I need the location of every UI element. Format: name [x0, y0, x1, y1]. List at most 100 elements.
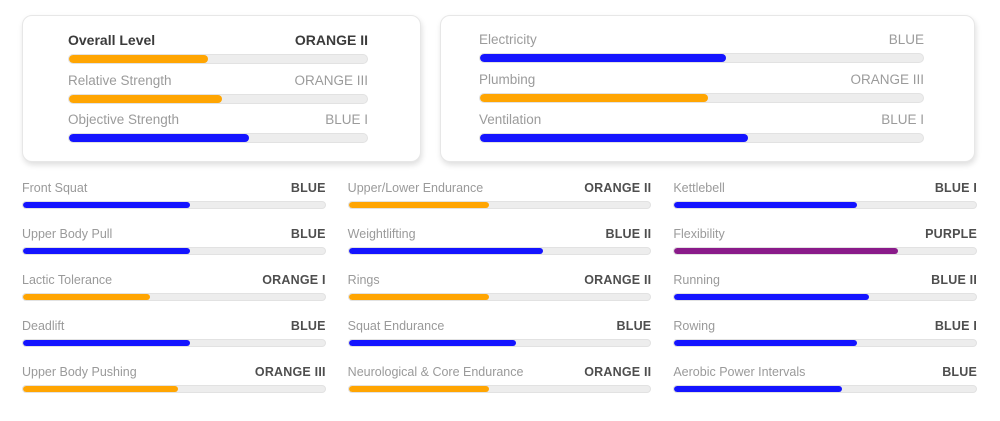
meter-label: Objective Strength — [68, 112, 180, 127]
progress-track — [22, 293, 326, 301]
weightlifting-meter: Weightlifting BLUE II — [347, 227, 652, 255]
progress-fill — [348, 294, 489, 300]
progress-fill — [69, 134, 250, 142]
skill-label: Squat Endurance — [347, 319, 445, 333]
progress-track — [347, 293, 652, 301]
rings-meter: Rings ORANGE II — [347, 273, 652, 301]
progress-fill — [69, 55, 208, 63]
overall-level-meter: Overall Level ORANGE II — [68, 32, 368, 64]
skill-label: Deadlift — [22, 319, 65, 333]
progress-track — [22, 339, 326, 347]
progress-track — [347, 247, 652, 255]
progress-fill — [23, 386, 179, 392]
progress-track — [347, 201, 652, 209]
skills-grid: Front Squat BLUE Upper Body Pull BLUE La… — [0, 162, 1000, 393]
skills-column-2: Upper/Lower Endurance ORANGE II Weightli… — [347, 181, 652, 393]
skill-level-value: BLUE — [290, 319, 326, 333]
progress-fill — [674, 294, 869, 300]
progress-track — [673, 293, 978, 301]
flexibility-meter: Flexibility PURPLE — [673, 227, 978, 255]
summary-cards-row: Overall Level ORANGE II Relative Strengt… — [0, 0, 1000, 162]
skill-level-value: ORANGE II — [584, 365, 652, 379]
progress-track — [673, 385, 978, 393]
progress-fill — [674, 248, 898, 254]
skill-level-value: ORANGE II — [584, 273, 652, 287]
progress-fill — [348, 386, 489, 392]
skills-column-1: Front Squat BLUE Upper Body Pull BLUE La… — [22, 181, 326, 393]
meter-label: Relative Strength — [68, 72, 172, 88]
progress-track — [68, 133, 368, 143]
strength-summary-card: Overall Level ORANGE II Relative Strengt… — [22, 15, 421, 162]
skill-label: Kettlebell — [673, 181, 725, 195]
ventilation-meter: Ventilation BLUE I — [479, 112, 924, 143]
progress-track — [673, 339, 978, 347]
meter-level-value: ORANGE II — [294, 32, 368, 48]
skill-label: Weightlifting — [347, 227, 416, 241]
progress-track — [673, 201, 978, 209]
progress-fill — [23, 202, 191, 208]
skill-level-value: ORANGE I — [262, 273, 326, 287]
progress-fill — [348, 248, 544, 254]
progress-track — [68, 93, 368, 104]
skill-label: Flexibility — [673, 227, 725, 241]
meter-label: Electricity — [479, 32, 537, 47]
progress-track — [22, 201, 326, 209]
skill-level-value: BLUE II — [605, 227, 652, 241]
trades-summary-card: Electricity BLUE Plumbing ORANGE III Ven… — [440, 15, 975, 162]
meter-label: Plumbing — [479, 72, 536, 87]
upper-body-pull-meter: Upper Body Pull BLUE — [22, 227, 326, 255]
progress-fill — [480, 134, 748, 142]
meter-label: Overall Level — [68, 32, 156, 48]
lactic-tolerance-meter: Lactic Tolerance ORANGE I — [22, 273, 326, 301]
skill-label: Lactic Tolerance — [22, 273, 113, 287]
deadlift-meter: Deadlift BLUE — [22, 319, 326, 347]
skill-level-value: BLUE — [616, 319, 652, 333]
upper-lower-endurance-meter: Upper/Lower Endurance ORANGE II — [347, 181, 652, 209]
progress-track — [479, 93, 924, 103]
progress-fill — [674, 386, 842, 392]
aerobic-power-intervals-meter: Aerobic Power Intervals BLUE — [673, 365, 978, 393]
skill-label: Neurological & Core Endurance — [347, 365, 524, 379]
skill-label: Running — [673, 273, 720, 287]
skill-level-value: BLUE I — [934, 181, 978, 195]
skill-level-value: BLUE — [290, 181, 326, 195]
progress-fill — [69, 94, 223, 103]
relative-strength-meter: Relative Strength ORANGE III — [68, 73, 368, 104]
meter-level-value: ORANGE III — [850, 72, 924, 87]
squat-endurance-meter: Squat Endurance BLUE — [347, 319, 652, 347]
meter-level-value: BLUE — [888, 32, 924, 47]
progress-track — [347, 339, 652, 347]
skill-level-value: BLUE I — [934, 319, 978, 333]
skill-label: Upper/Lower Endurance — [347, 181, 484, 195]
skill-level-value: BLUE — [290, 227, 326, 241]
progress-track — [22, 247, 326, 255]
rowing-meter: Rowing BLUE I — [673, 319, 978, 347]
meter-label: Ventilation — [479, 112, 542, 127]
skill-label: Front Squat — [22, 181, 88, 195]
skill-level-value: BLUE II — [931, 273, 978, 287]
progress-fill — [674, 202, 857, 208]
kettlebell-meter: Kettlebell BLUE I — [673, 181, 978, 209]
objective-strength-meter: Objective Strength BLUE I — [68, 112, 368, 143]
skill-level-value: PURPLE — [925, 227, 978, 241]
skill-label: Upper Body Pull — [22, 227, 113, 241]
running-meter: Running BLUE II — [673, 273, 978, 301]
plumbing-meter: Plumbing ORANGE III — [479, 72, 924, 103]
progress-fill — [674, 340, 857, 346]
progress-track — [22, 385, 326, 393]
progress-track — [479, 133, 924, 143]
front-squat-meter: Front Squat BLUE — [22, 181, 326, 209]
progress-fill — [23, 294, 150, 300]
skill-level-value: ORANGE III — [254, 365, 326, 379]
skills-column-3: Kettlebell BLUE I Flexibility PURPLE Run… — [673, 181, 978, 393]
progress-track — [68, 54, 368, 64]
neurological-core-endurance-meter: Neurological & Core Endurance ORANGE II — [347, 365, 652, 393]
skill-level-value: BLUE — [942, 365, 978, 379]
progress-track — [347, 385, 652, 393]
meter-level-value: ORANGE III — [294, 72, 368, 88]
progress-track — [479, 53, 924, 63]
progress-fill — [23, 340, 191, 346]
meter-level-value: BLUE I — [881, 112, 924, 127]
progress-track — [673, 247, 978, 255]
progress-fill — [348, 340, 517, 346]
